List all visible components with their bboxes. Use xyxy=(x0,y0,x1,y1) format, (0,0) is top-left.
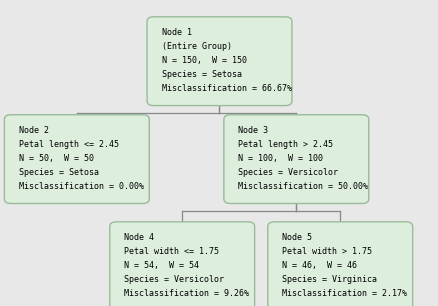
Text: Node 2: Node 2 xyxy=(19,126,49,135)
Text: Node 5: Node 5 xyxy=(282,233,311,242)
FancyBboxPatch shape xyxy=(110,222,254,306)
Text: Misclassification = 50.00%: Misclassification = 50.00% xyxy=(238,182,367,191)
Text: Petal width <= 1.75: Petal width <= 1.75 xyxy=(124,247,219,256)
Text: Misclassification = 66.67%: Misclassification = 66.67% xyxy=(161,84,291,93)
Text: Species = Setosa: Species = Setosa xyxy=(19,168,99,177)
Text: Misclassification = 0.00%: Misclassification = 0.00% xyxy=(19,182,144,191)
FancyBboxPatch shape xyxy=(223,115,368,203)
Text: Node 4: Node 4 xyxy=(124,233,154,242)
Text: Petal width > 1.75: Petal width > 1.75 xyxy=(282,247,371,256)
Text: Species = Virginica: Species = Virginica xyxy=(282,275,376,284)
Text: Node 3: Node 3 xyxy=(238,126,268,135)
Text: Species = Versicolor: Species = Versicolor xyxy=(238,168,338,177)
Text: N = 100,  W = 100: N = 100, W = 100 xyxy=(238,154,323,163)
Text: Misclassification = 2.17%: Misclassification = 2.17% xyxy=(282,289,406,298)
Text: Species = Setosa: Species = Setosa xyxy=(161,70,241,79)
FancyBboxPatch shape xyxy=(267,222,412,306)
Text: N = 50,  W = 50: N = 50, W = 50 xyxy=(19,154,94,163)
Text: Species = Versicolor: Species = Versicolor xyxy=(124,275,224,284)
Text: Misclassification = 9.26%: Misclassification = 9.26% xyxy=(124,289,249,298)
Text: Node 1: Node 1 xyxy=(161,28,191,37)
Text: N = 150,  W = 150: N = 150, W = 150 xyxy=(161,56,246,65)
Text: N = 54,  W = 54: N = 54, W = 54 xyxy=(124,261,199,270)
Text: N = 46,  W = 46: N = 46, W = 46 xyxy=(282,261,357,270)
FancyBboxPatch shape xyxy=(4,115,149,203)
Text: (Entire Group): (Entire Group) xyxy=(161,42,231,51)
Text: Petal length > 2.45: Petal length > 2.45 xyxy=(238,140,332,149)
FancyBboxPatch shape xyxy=(147,17,291,106)
Text: Petal length <= 2.45: Petal length <= 2.45 xyxy=(19,140,119,149)
